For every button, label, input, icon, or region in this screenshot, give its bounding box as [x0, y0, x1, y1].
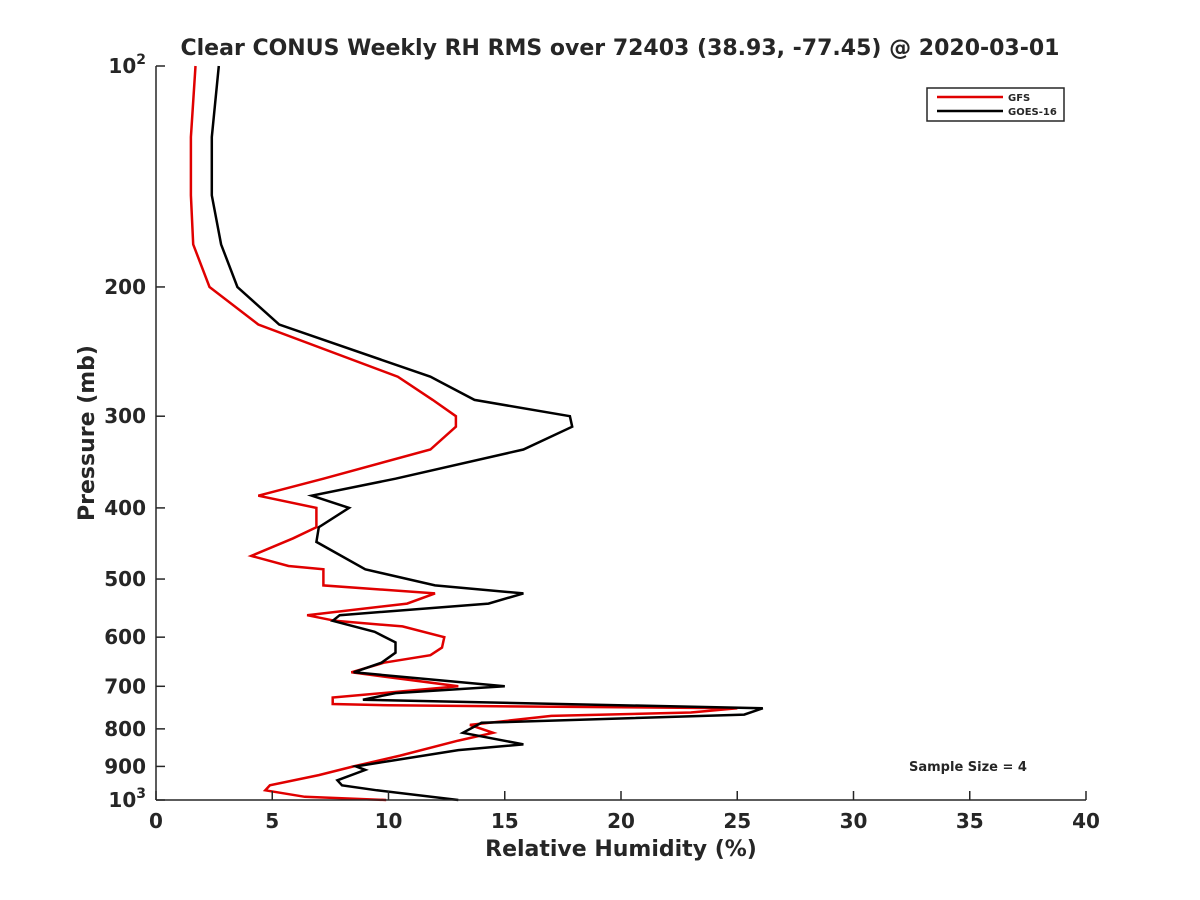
plot-area: 0 5 10 15 20 25 30 35 40 102 200 300 400 500 600 700 80… — [104, 52, 1100, 833]
x-tick-label: 0 — [149, 809, 163, 833]
x-tick-label: 25 — [723, 809, 751, 833]
y-tick-label: 900 — [104, 754, 146, 778]
y-ticks: 102 200 300 400 500 600 700 800 900 103 — [104, 52, 165, 812]
series-line-goes16 — [210, 65, 764, 802]
y-tick-label: 103 — [108, 786, 146, 812]
x-tick-label: 20 — [607, 809, 635, 833]
x-axis-label: Relative Humidity (%) — [485, 837, 757, 862]
y-tick-label: 102 — [108, 52, 146, 78]
x-tick-label: 35 — [956, 809, 984, 833]
y-tick-label: 700 — [104, 674, 146, 698]
x-tick-label: 5 — [265, 809, 279, 833]
y-tick-label: 800 — [104, 717, 146, 741]
x-tick-label: 40 — [1072, 809, 1100, 833]
y-tick-label: 500 — [104, 567, 146, 591]
legend-label-gfs: GFS — [1008, 93, 1030, 104]
x-tick-label: 30 — [840, 809, 868, 833]
series-layer — [189, 65, 764, 802]
legend-box — [926, 87, 1065, 122]
legend-label-goes16: GOES-16 — [1008, 107, 1057, 118]
y-tick-label: 400 — [104, 496, 146, 520]
x-tick-label: 15 — [491, 809, 519, 833]
y-tick-label: 200 — [104, 275, 146, 299]
y-axis-label: Pressure (mb) — [75, 345, 100, 521]
x-ticks: 0 5 10 15 20 25 30 35 40 — [149, 791, 1100, 833]
y-tick-label: 300 — [104, 404, 146, 428]
y-tick-label: 600 — [104, 625, 146, 649]
chart-title: Clear CONUS Weekly RH RMS over 72403 (38… — [181, 36, 1060, 61]
sample-size-annotation: Sample Size = 4 — [909, 760, 1027, 775]
legend: GFS GOES-16 — [926, 87, 1065, 122]
x-tick-label: 10 — [375, 809, 403, 833]
